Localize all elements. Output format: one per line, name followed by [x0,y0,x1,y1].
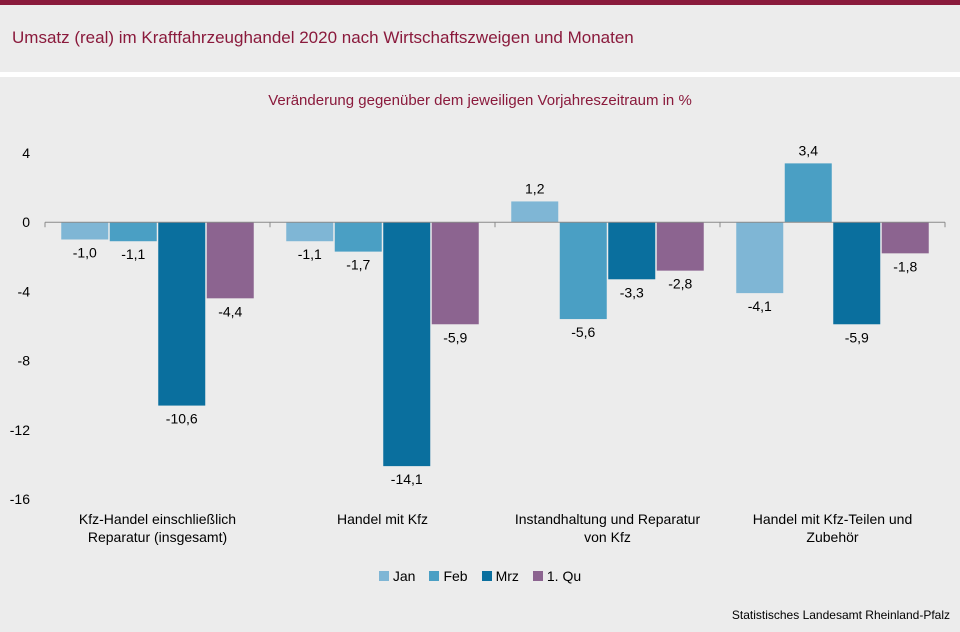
category-label: Zubehör [806,529,858,545]
legend-swatch [532,571,543,581]
bar-jan-2 [511,201,559,223]
data-label: -5,9 [443,329,467,345]
data-label: -1,0 [73,245,97,261]
bar-feb-2 [559,222,607,320]
category-label: Kfz-Handel einschließlich [79,511,236,527]
bar-1-qu-1 [431,222,479,325]
bar-feb-1 [334,222,382,252]
data-label: -5,6 [571,324,595,340]
data-label: -4,1 [748,298,772,314]
bar-1-qu-2 [656,222,704,271]
y-tick-label: -12 [10,422,30,438]
bar-mrz-2 [608,222,656,280]
chart-subtitle: Veränderung gegenüber dem jeweiligen Vor… [268,92,692,109]
category-label: Reparatur (insgesamt) [88,529,227,545]
y-tick-label: 0 [22,214,30,230]
category-label: Handel mit Kfz-Teilen und [753,511,913,527]
bar-feb-3 [784,163,832,223]
data-label: 1,2 [525,180,545,196]
y-tick-label: -4 [18,283,31,299]
legend-item: Jan [378,568,416,584]
legend-label: 1. Qu [546,568,582,584]
source-note: Statistisches Landesamt Rheinland-Pfalz [731,608,950,622]
category-label: Handel mit Kfz [337,511,428,527]
data-label: -1,8 [893,258,917,274]
category-label: von Kfz [584,529,631,545]
bar-jan-0 [61,222,109,240]
category-label: Instandhaltung und Reparatur [515,511,701,527]
data-label: 3,4 [799,142,819,158]
data-label: -2,8 [668,276,692,292]
legend-label: Mrz [495,568,519,584]
header-divider [0,72,960,77]
y-tick-label: -8 [18,353,31,369]
data-label: -1,1 [121,246,145,262]
legend-swatch [481,571,492,581]
legend-item: Feb [429,568,468,584]
data-label: -1,1 [298,246,322,262]
bar-jan-1 [286,222,334,242]
legend-item: 1. Qu [532,568,582,584]
data-label: -1,7 [346,257,370,273]
legend-label: Jan [392,568,416,584]
bar-1-qu-0 [206,222,254,299]
y-tick-label: -16 [10,491,30,507]
data-label: -14,1 [391,471,423,487]
y-tick-label: 4 [22,145,30,161]
legend-swatch [429,571,440,581]
bar-jan-3 [736,222,784,294]
top-accent-bar [0,0,960,5]
bar-1-qu-3 [881,222,929,254]
bar-mrz-1 [383,222,431,467]
bar-mrz-0 [158,222,206,406]
bar-mrz-3 [833,222,881,325]
data-label: -10,6 [166,411,198,427]
bar-feb-0 [109,222,157,242]
page-title: Umsatz (real) im Kraftfahrzeughandel 202… [12,28,634,47]
legend-swatch [378,571,389,581]
data-label: -4,4 [218,303,242,319]
chart-legend: Jan Feb Mrz 1. Qu [0,568,960,584]
data-label: -3,3 [620,284,644,300]
legend-label: Feb [443,568,468,584]
legend-item: Mrz [481,568,519,584]
data-label: -5,9 [845,329,869,345]
